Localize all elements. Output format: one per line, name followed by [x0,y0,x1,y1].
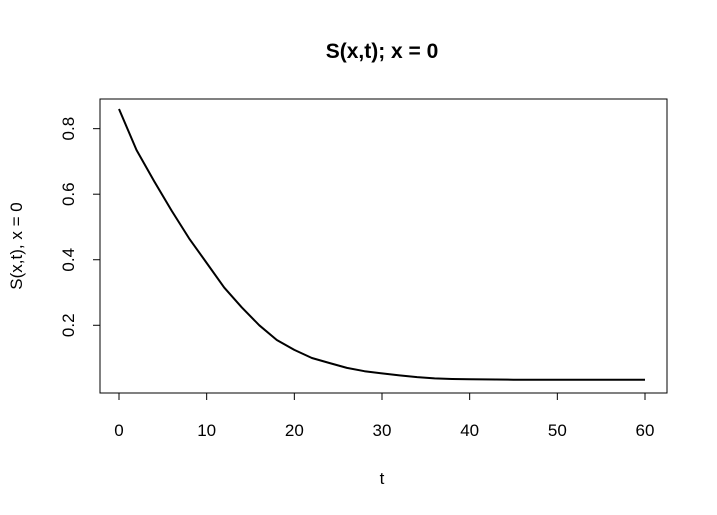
y-tick-label: 0.8 [59,117,78,141]
x-tick-label: 40 [460,421,479,440]
plot-frame [99,98,668,394]
x-tick-label: 60 [636,421,655,440]
series-line [118,108,645,381]
y-tick-label: 0.4 [59,248,78,272]
x-tick-label: 0 [114,421,123,440]
x-axis: 0 10 20 30 40 50 60 [114,392,655,440]
y-axis: 0.2 0.4 0.6 0.8 [59,117,101,337]
x-tick-label: 30 [373,421,392,440]
x-tick-label: 10 [197,421,216,440]
x-axis-title: t [380,469,385,488]
y-tick-label: 0.2 [59,313,78,337]
x-tick-label: 50 [548,421,567,440]
y-tick-label: 0.6 [59,182,78,206]
y-axis-title: S(x,t), x = 0 [7,202,26,289]
chart-title: S(x,t); x = 0 [326,40,439,63]
x-tick-label: 20 [285,421,304,440]
